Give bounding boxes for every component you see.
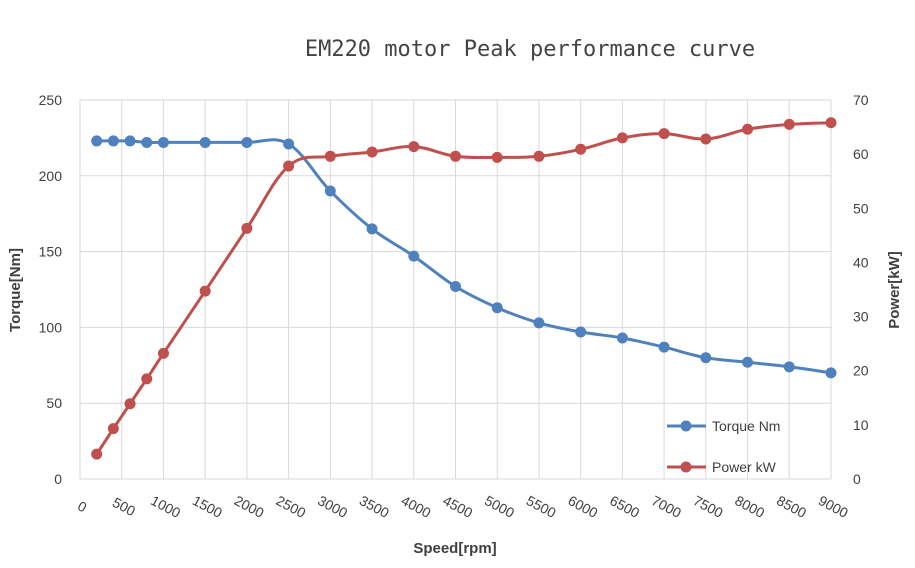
series-1-point-14 — [575, 143, 587, 155]
series-1-point-13 — [533, 150, 545, 162]
series-0-point-15 — [616, 332, 628, 344]
series-0-point-2 — [124, 135, 136, 147]
legend-label-0: Torque Nm — [712, 418, 780, 434]
series-0-point-8 — [324, 185, 336, 197]
y2-tick-label-6: 60 — [853, 146, 869, 162]
series-0-point-14 — [575, 326, 587, 338]
x-axis-label: Speed[rpm] — [413, 540, 496, 557]
series-1-point-8 — [324, 150, 336, 162]
y-tick-label-2: 100 — [39, 319, 63, 335]
series-1-point-10 — [408, 141, 420, 153]
x-tick-label-18: 9000 — [816, 492, 851, 521]
series-0-point-9 — [366, 223, 378, 235]
x-tick-label-4: 2000 — [232, 492, 267, 521]
series-0-point-3 — [141, 136, 153, 148]
series-1-point-1 — [107, 423, 119, 435]
series-1-point-3 — [141, 373, 153, 385]
x-tick-label-7: 3500 — [357, 492, 392, 521]
x-tick-label-5: 2500 — [273, 492, 308, 521]
series-0-point-0 — [91, 135, 103, 147]
series-1-point-20 — [825, 117, 837, 129]
x-tick-label-2: 1000 — [148, 492, 183, 521]
series-1-point-6 — [241, 222, 253, 234]
y-tick-label-3: 150 — [39, 244, 63, 260]
x-tick-label-0: 0 — [75, 498, 90, 516]
y2-tick-label-7: 70 — [853, 92, 869, 108]
series-1-point-12 — [491, 151, 503, 163]
series-0-point-12 — [491, 302, 503, 314]
series-0-point-18 — [742, 356, 754, 368]
x-tick-label-15: 7500 — [691, 492, 726, 521]
y-tick-label-4: 200 — [39, 168, 63, 184]
y2-tick-label-5: 50 — [853, 200, 869, 216]
series-0-point-5 — [199, 136, 211, 148]
series-1-point-17 — [700, 133, 712, 145]
x-tick-label-9: 4500 — [440, 492, 475, 521]
legend: Torque Nm Power kW — [667, 418, 780, 475]
x-tick-label-10: 5000 — [482, 492, 517, 521]
series-1-point-19 — [783, 118, 795, 130]
y2-tick-label-3: 30 — [853, 309, 869, 325]
y-tick-label-1: 50 — [46, 395, 62, 411]
chart-title: EM220 motor Peak performance curve — [305, 37, 755, 62]
series-0-point-11 — [450, 280, 461, 292]
x-tick-label-1: 500 — [110, 494, 138, 519]
series-1-point-18 — [742, 123, 754, 135]
y-tick-label-5: 250 — [39, 92, 63, 108]
series-1-point-4 — [157, 347, 169, 359]
series-1-point-7 — [283, 160, 295, 172]
legend-marker-0 — [680, 420, 692, 432]
series-0-point-10 — [408, 250, 420, 262]
x-tick-label-17: 8500 — [774, 492, 809, 521]
series-line-0 — [96, 138, 832, 375]
series-1-point-0 — [91, 448, 103, 460]
x-tick-label-13: 6500 — [607, 492, 642, 521]
series-0-point-7 — [283, 138, 295, 150]
series-0-point-13 — [533, 317, 545, 329]
series-0-point-1 — [107, 135, 119, 147]
series — [91, 117, 837, 460]
x-tick-label-6: 3000 — [315, 492, 350, 521]
series-1-point-9 — [366, 146, 378, 158]
series-1-point-11 — [450, 150, 461, 162]
series-0-point-6 — [241, 136, 253, 148]
x-tick-label-8: 4000 — [399, 492, 434, 521]
x-tick-label-16: 8000 — [732, 492, 767, 521]
series-0-point-16 — [658, 341, 670, 353]
y2-axis-label: Power[kW] — [886, 251, 903, 329]
series-0-point-17 — [700, 352, 712, 364]
series-0-point-19 — [783, 361, 795, 373]
series-1-point-5 — [199, 285, 211, 297]
series-0-point-20 — [825, 367, 837, 379]
y2-tick-label-4: 40 — [853, 254, 869, 270]
legend-marker-1 — [680, 461, 692, 473]
x-tick-label-11: 5500 — [524, 492, 559, 521]
y2-tick-label-2: 20 — [853, 363, 869, 379]
y-axis-label: Torque[Nm] — [7, 248, 24, 332]
series-0-point-4 — [157, 136, 169, 148]
y2-tick-label-0: 0 — [853, 471, 861, 487]
x-tick-label-3: 1500 — [190, 492, 225, 521]
x-tick-label-14: 7000 — [649, 492, 684, 521]
series-1-point-15 — [616, 132, 628, 144]
legend-label-1: Power kW — [712, 459, 777, 475]
series-1-point-2 — [124, 398, 136, 410]
y2-tick-label-1: 10 — [853, 417, 869, 433]
x-tick-label-12: 6000 — [566, 492, 601, 521]
series-1-point-16 — [658, 128, 670, 140]
y-tick-label-0: 0 — [54, 471, 62, 487]
